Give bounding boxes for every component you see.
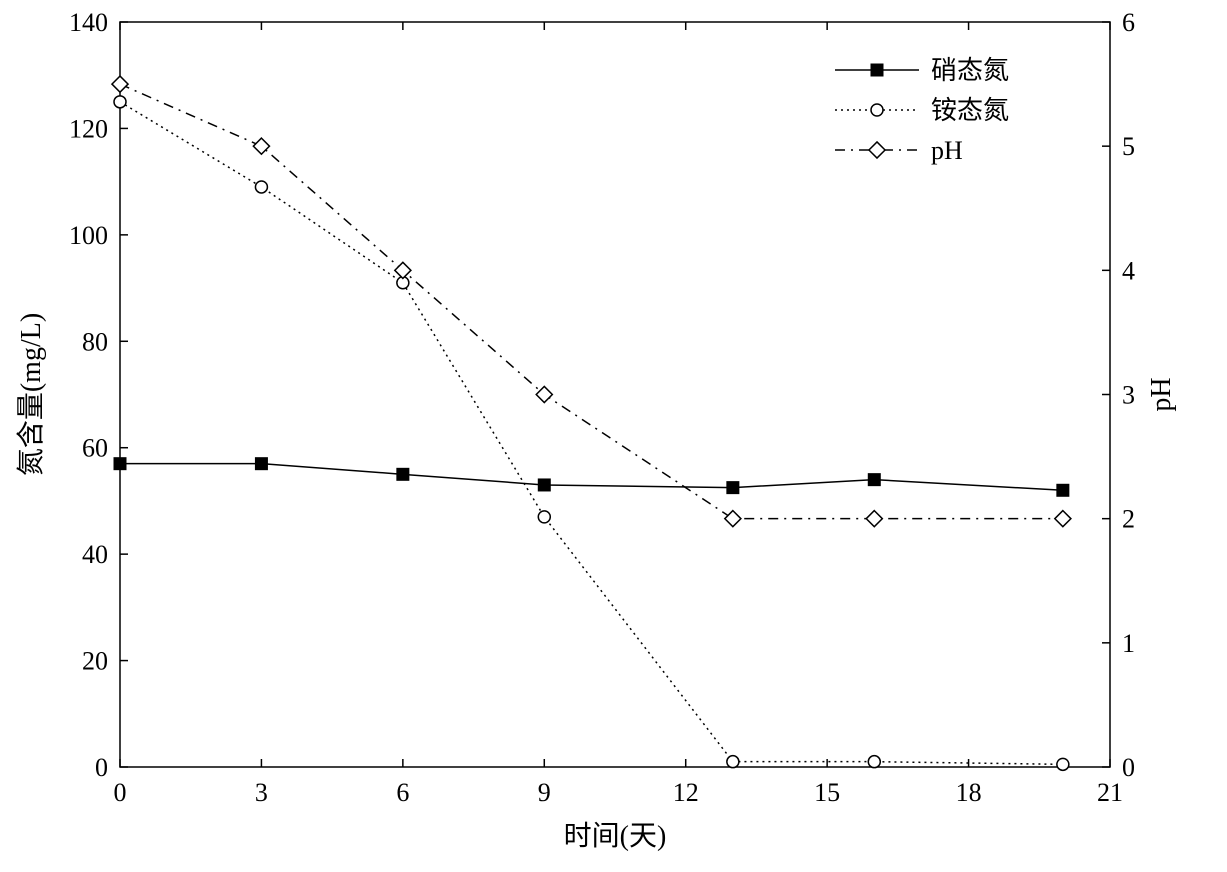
x-tick-label: 6 bbox=[396, 778, 409, 807]
y-right-axis-title: pH bbox=[1146, 377, 1177, 411]
marker-filled-square bbox=[871, 64, 883, 76]
x-tick-label: 21 bbox=[1097, 778, 1123, 807]
chart-svg: 0369121518210204060801001201400123456时间(… bbox=[0, 0, 1227, 872]
marker-open-circle bbox=[538, 511, 550, 523]
legend-label-ammonium: 铵态氮 bbox=[931, 96, 1009, 125]
y-left-tick-label: 0 bbox=[95, 753, 108, 782]
series-ammonium bbox=[114, 96, 1069, 771]
marker-filled-square bbox=[868, 474, 880, 486]
legend-label-nitrate: 硝态氮 bbox=[931, 56, 1009, 85]
marker-open-circle bbox=[255, 181, 267, 193]
marker-open-circle bbox=[871, 104, 883, 116]
marker-open-diamond bbox=[869, 142, 885, 158]
y-right-tick-label: 6 bbox=[1122, 8, 1135, 37]
marker-filled-square bbox=[1057, 484, 1069, 496]
marker-open-circle bbox=[727, 756, 739, 768]
legend-label-ph: pH bbox=[931, 136, 963, 165]
marker-open-diamond bbox=[536, 386, 552, 402]
chart-container: 0369121518210204060801001201400123456时间(… bbox=[0, 0, 1227, 872]
y-right-tick-label: 0 bbox=[1122, 753, 1135, 782]
y-left-tick-label: 140 bbox=[69, 8, 108, 37]
y-right-tick-label: 5 bbox=[1122, 132, 1135, 161]
series-nitrate bbox=[114, 458, 1069, 497]
y-right-tick-label: 2 bbox=[1122, 505, 1135, 534]
y-left-tick-label: 40 bbox=[82, 540, 108, 569]
marker-open-diamond bbox=[725, 511, 741, 527]
y-right-tick-label: 1 bbox=[1122, 629, 1135, 658]
marker-open-circle bbox=[114, 96, 126, 108]
x-tick-label: 18 bbox=[956, 778, 982, 807]
y-left-tick-label: 100 bbox=[69, 221, 108, 250]
x-tick-label: 0 bbox=[114, 778, 127, 807]
x-tick-label: 9 bbox=[538, 778, 551, 807]
marker-filled-square bbox=[727, 482, 739, 494]
series-ammonium-line bbox=[120, 102, 1063, 765]
y-right-tick-label: 3 bbox=[1122, 381, 1135, 410]
marker-filled-square bbox=[114, 458, 126, 470]
x-tick-label: 15 bbox=[814, 778, 840, 807]
y-left-tick-label: 60 bbox=[82, 434, 108, 463]
marker-open-diamond bbox=[253, 138, 269, 154]
marker-filled-square bbox=[255, 458, 267, 470]
marker-open-circle bbox=[1057, 758, 1069, 770]
x-tick-label: 3 bbox=[255, 778, 268, 807]
x-tick-label: 12 bbox=[673, 778, 699, 807]
marker-open-diamond bbox=[1055, 511, 1071, 527]
legend: 硝态氮铵态氮 pH bbox=[835, 56, 1009, 165]
marker-open-diamond bbox=[112, 76, 128, 92]
x-axis-title: 时间(天) bbox=[564, 820, 667, 852]
y-left-tick-label: 80 bbox=[82, 327, 108, 356]
marker-open-circle bbox=[868, 756, 880, 768]
marker-open-diamond bbox=[395, 262, 411, 278]
marker-filled-square bbox=[397, 468, 409, 480]
y-left-tick-label: 120 bbox=[69, 114, 108, 143]
marker-open-diamond bbox=[866, 511, 882, 527]
y-left-tick-label: 20 bbox=[82, 647, 108, 676]
marker-filled-square bbox=[538, 479, 550, 491]
y-right-tick-label: 4 bbox=[1122, 256, 1135, 285]
plot-frame bbox=[120, 22, 1110, 767]
y-left-axis-title: 氮含量(mg/L) bbox=[15, 313, 47, 476]
